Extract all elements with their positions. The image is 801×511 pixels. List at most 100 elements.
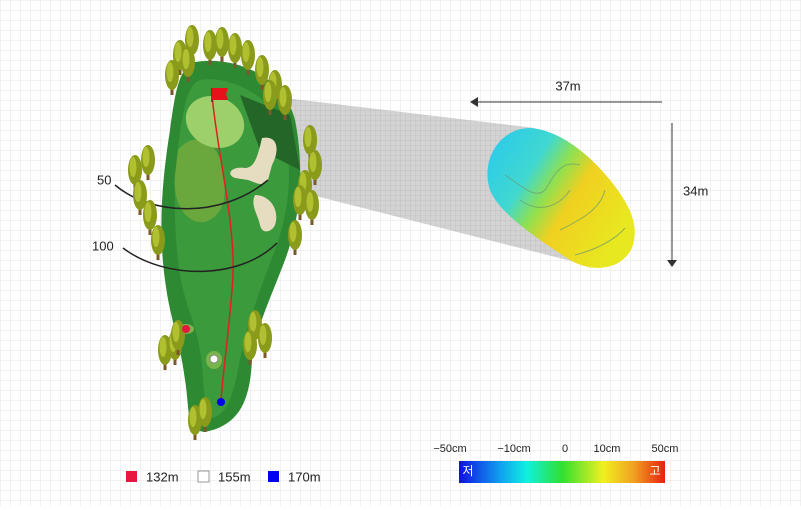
tree [241, 40, 255, 75]
tree-highlight [242, 42, 250, 62]
tree-trunk [173, 357, 177, 365]
tree-highlight [306, 192, 314, 212]
tree-highlight [182, 49, 190, 69]
distance-label: 100 [92, 238, 114, 253]
tree-highlight [256, 57, 264, 77]
tree-highlight [174, 42, 182, 62]
tree-trunk [148, 227, 152, 235]
tree [133, 180, 147, 215]
distance-arc [114, 179, 269, 210]
scale-tick: 50cm [652, 443, 679, 455]
distance-arc [122, 242, 278, 273]
tree-highlight [294, 187, 302, 207]
tree-trunk [156, 252, 160, 260]
tree-highlight [186, 27, 194, 47]
tree-trunk [293, 247, 297, 255]
depth-label: 34m [683, 183, 708, 198]
tree-highlight [152, 227, 160, 247]
tree-trunk [186, 74, 190, 82]
tree-trunk [310, 217, 314, 225]
tree [303, 125, 317, 160]
scale-high: 고 [649, 464, 660, 478]
flag [212, 88, 228, 100]
legend-swatch [126, 471, 137, 482]
tree [255, 55, 269, 90]
tree-trunk [263, 350, 267, 358]
tree [288, 220, 302, 255]
tree [228, 33, 242, 68]
tree-trunk [208, 57, 212, 65]
tree-trunk [298, 212, 302, 220]
tree-trunk [170, 87, 174, 95]
distance-label: 50 [97, 172, 111, 187]
green-elevation [487, 128, 635, 268]
green-zoom [487, 128, 635, 268]
tree [143, 200, 157, 235]
tree-trunk [283, 112, 287, 120]
tree-highlight [304, 127, 312, 147]
tree-highlight [134, 182, 142, 202]
hole [114, 25, 322, 440]
elevation-bar [459, 461, 665, 483]
tree-trunk [260, 82, 264, 90]
tree-highlight [189, 407, 197, 427]
tree-trunk [220, 54, 224, 62]
tree-highlight [229, 35, 237, 55]
tree-highlight [264, 82, 272, 102]
tree-trunk [313, 177, 317, 185]
tree [308, 150, 322, 185]
tree-trunk [146, 172, 150, 180]
scale-tick: −50cm [433, 443, 466, 455]
legend-label: 155m [218, 469, 251, 484]
tree-highlight [249, 312, 257, 332]
tree-highlight [159, 337, 167, 357]
tree-trunk [248, 357, 252, 365]
tree-trunk [268, 107, 272, 115]
tree-highlight [279, 87, 287, 107]
tree-trunk [203, 424, 207, 432]
tree-highlight [244, 332, 252, 352]
tree-trunk [246, 67, 250, 75]
tree-trunk [176, 347, 180, 355]
tree [181, 47, 195, 82]
tree [278, 85, 292, 120]
width-label: 37m [555, 78, 580, 93]
tree [198, 397, 212, 432]
tree [141, 145, 155, 180]
legend: 132m 155m 170m [126, 469, 321, 484]
tree [165, 60, 179, 95]
arrow-head [470, 97, 478, 107]
tree-trunk [178, 67, 182, 75]
scale-low: 저 [462, 464, 473, 478]
tee-marker [182, 325, 190, 333]
tree [293, 185, 307, 220]
tree-trunk [193, 432, 197, 440]
legend-label: 132m [146, 469, 179, 484]
tree [151, 225, 165, 260]
tree [263, 80, 277, 115]
arrow-head [667, 260, 677, 267]
scale-tick: 0 [562, 443, 568, 455]
tree [243, 330, 257, 365]
scale-tick: −10cm [497, 443, 530, 455]
legend-label: 170m [288, 469, 321, 484]
tree-highlight [259, 325, 267, 345]
tree-highlight [166, 62, 174, 82]
bunker [230, 137, 277, 232]
tree [305, 190, 319, 225]
tree-highlight [144, 202, 152, 222]
tree-highlight [129, 157, 137, 177]
tree [203, 30, 217, 65]
tree [258, 323, 272, 358]
tree-highlight [289, 222, 297, 242]
tree-highlight [309, 152, 317, 172]
tree-trunk [138, 207, 142, 215]
scale-tick: 10cm [594, 443, 621, 455]
tree [215, 27, 229, 62]
tree-highlight [204, 32, 212, 52]
tee-marker [217, 398, 225, 406]
tree-highlight [142, 147, 150, 167]
